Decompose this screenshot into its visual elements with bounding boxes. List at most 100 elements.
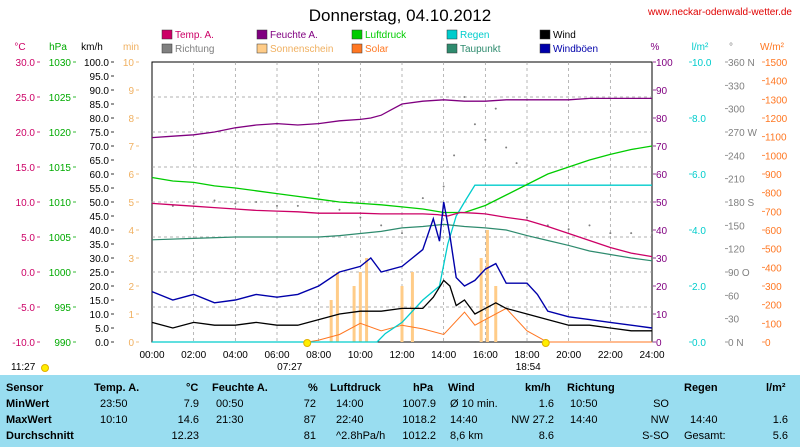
axis-tick-kmh: 100.0 bbox=[84, 58, 109, 69]
legend-swatch-5 bbox=[161, 43, 173, 54]
axis-unit-pct: % bbox=[651, 42, 660, 53]
axis-tick-deg: 330 bbox=[728, 81, 745, 92]
header-sensor: Sensor bbox=[6, 382, 44, 394]
max-feuchte-time: 21:30 bbox=[216, 414, 244, 426]
direction-point bbox=[401, 232, 403, 235]
axis-tick-hpa: 1005 bbox=[49, 233, 72, 244]
axis-tick-temp: 20.0 bbox=[16, 128, 36, 139]
table-header-row: Sensor Temp. A. °C Feuchte A. % Luftdruc… bbox=[0, 380, 800, 396]
sunset-time: 18:54 bbox=[516, 362, 541, 373]
axis-tick-wm2: 600 bbox=[765, 226, 782, 237]
axis-tick-min: 7 bbox=[128, 142, 134, 153]
min-feuchte-time: 00:50 bbox=[216, 398, 244, 410]
axis-tick-pct: 50 bbox=[656, 198, 668, 209]
header-druck-unit: hPa bbox=[413, 382, 434, 394]
series-luftdruck bbox=[151, 145, 653, 214]
header-druck: Luftdruck bbox=[330, 382, 381, 394]
chart-title: Donnerstag, 04.10.2012 bbox=[309, 6, 491, 25]
legend-swatch-9 bbox=[539, 43, 551, 54]
header-richtung: Richtung bbox=[567, 382, 615, 394]
legend-swatch-1 bbox=[256, 29, 268, 40]
x-tick: 12:00 bbox=[389, 350, 414, 361]
axis-tick-kmh: 85.0 bbox=[90, 100, 110, 111]
axis-tick-kmh: 45.0 bbox=[90, 212, 110, 223]
header-wind: Wind bbox=[448, 382, 475, 394]
direction-point bbox=[192, 202, 195, 205]
axis-tick-kmh: 95.0 bbox=[90, 72, 110, 83]
sunset-marker bbox=[541, 339, 550, 347]
x-tick: 20:00 bbox=[556, 350, 581, 361]
direction-point bbox=[213, 199, 216, 202]
axis-tick-kmh: 75.0 bbox=[90, 128, 110, 139]
axis-tick-kmh: 35.0 bbox=[90, 240, 110, 251]
weather-chart: Donnerstag, 04.10.2012 www.neckar-odenwal… bbox=[11, 6, 792, 373]
axis-tick-kmh: 15.0 bbox=[90, 296, 110, 307]
axis-tick-pct: 90 bbox=[656, 86, 668, 97]
axis-tick-wm2: 400 bbox=[765, 263, 782, 274]
x-tick: 10:00 bbox=[348, 350, 373, 361]
axis-tick-kmh: 10.0 bbox=[90, 310, 110, 321]
max-richtung-value: NW bbox=[650, 414, 669, 426]
sunshine-bar bbox=[365, 258, 369, 342]
header-temp: Temp. A. bbox=[94, 382, 140, 394]
axis-tick-min: 4 bbox=[128, 226, 134, 237]
axis-unit-wm2: W/m² bbox=[760, 42, 785, 53]
axis-tick-deg: 300 bbox=[728, 105, 745, 116]
legend-label-9: Windböen bbox=[553, 44, 598, 55]
min-temp-time: 23:50 bbox=[100, 398, 128, 410]
axis-unit-lm2: l/m² bbox=[692, 42, 709, 53]
direction-point bbox=[338, 208, 341, 211]
site-url: www.neckar-odenwald-wetter.de bbox=[647, 7, 792, 18]
legend-label-6: Sonnenschein bbox=[270, 44, 333, 55]
axis-tick-temp: 5.0 bbox=[21, 233, 35, 244]
sunduration-marker bbox=[41, 364, 49, 372]
axis-tick-kmh: 50.0 bbox=[90, 198, 110, 209]
axis-tick-min: 10 bbox=[123, 58, 135, 69]
axis-tick-deg: 240 bbox=[728, 151, 745, 162]
series-feuchtea bbox=[151, 97, 652, 139]
direction-point bbox=[630, 232, 633, 235]
x-tick: 14:00 bbox=[431, 350, 456, 361]
axis-tick-temp: 30.0 bbox=[16, 58, 36, 69]
axis-tick-pct: 70 bbox=[656, 142, 668, 153]
sunshine-bar bbox=[329, 300, 333, 342]
direction-point bbox=[255, 201, 258, 203]
axis-tick-hpa: 1030 bbox=[49, 58, 72, 69]
legend-swatch-0 bbox=[161, 29, 173, 40]
min-wind-time: Ø 10 min. bbox=[450, 398, 498, 410]
axis-tick-wm2: 200 bbox=[765, 301, 782, 312]
direction-point bbox=[609, 232, 612, 235]
axis-tick-deg: 60 bbox=[728, 291, 740, 302]
axis-tick-pct: 0 bbox=[656, 338, 662, 349]
row-label-min: MinWert bbox=[6, 398, 50, 410]
axis-tick-pct: 80 bbox=[656, 114, 668, 125]
x-tick: 22:00 bbox=[598, 350, 623, 361]
table-row-min: MinWert 23:50 7.9 00:50 72 14:00 1007.9 … bbox=[0, 396, 800, 412]
max-wind-time: 14:40 bbox=[450, 414, 478, 426]
row-label-avg: Durchschnitt bbox=[6, 430, 74, 442]
min-temp-value: 7.9 bbox=[183, 398, 199, 410]
direction-point bbox=[317, 193, 320, 196]
legend-label-7: Solar bbox=[365, 44, 389, 55]
axis-tick-kmh: 5.0 bbox=[95, 324, 109, 335]
legend-label-2: Luftdruck bbox=[365, 30, 407, 41]
direction-point bbox=[505, 146, 508, 149]
axis-tick-pct: 40 bbox=[656, 226, 668, 237]
axis-tick-lm2: 0.0 bbox=[692, 338, 706, 349]
axis-tick-wm2: 1400 bbox=[765, 77, 788, 88]
x-tick: 06:00 bbox=[264, 350, 289, 361]
legend-swatch-6 bbox=[256, 43, 268, 54]
max-richtung-time: 14:40 bbox=[570, 414, 598, 426]
max-regen-time: 14:40 bbox=[690, 414, 718, 426]
legend-label-3: Regen bbox=[460, 30, 489, 41]
axis-tick-wm2: 300 bbox=[765, 282, 782, 293]
sunshine-bar bbox=[352, 286, 356, 342]
axis-tick-temp: 15.0 bbox=[16, 163, 36, 174]
legend-label-0: Temp. A. bbox=[175, 30, 214, 41]
series-solar bbox=[152, 307, 652, 343]
axis-tick-temp: -5.0 bbox=[18, 303, 36, 314]
min-wind-value: 1.6 bbox=[538, 398, 554, 410]
sun-duration: 11:27 bbox=[11, 362, 36, 373]
axis-tick-deg: 90 O bbox=[728, 268, 750, 279]
axis-unit-deg: ° bbox=[729, 42, 733, 53]
